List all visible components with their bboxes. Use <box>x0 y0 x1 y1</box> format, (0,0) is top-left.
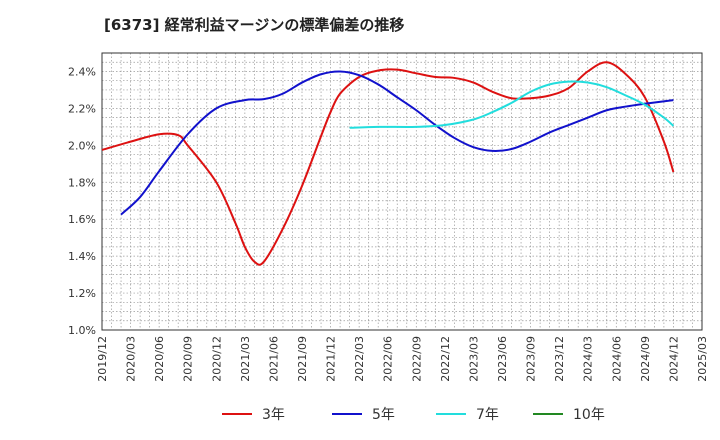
legend-label: 3年 <box>262 407 285 423</box>
x-tick-label: 2023/09 <box>525 336 538 382</box>
x-tick-label: 2025/03 <box>696 336 709 382</box>
x-tick-label: 2022/12 <box>439 336 452 382</box>
legend-label: 5年 <box>372 407 395 423</box>
legend-label: 10年 <box>573 407 605 423</box>
plot-area <box>102 53 702 330</box>
legend-label: 7年 <box>476 407 499 423</box>
x-tick-label: 2020/12 <box>210 336 223 382</box>
x-tick-label: 2023/06 <box>496 336 509 382</box>
x-tick-label: 2024/06 <box>610 336 623 382</box>
x-tick-label: 2019/12 <box>96 336 109 382</box>
x-tick-label: 2022/03 <box>353 336 366 382</box>
x-tick-label: 2024/09 <box>639 336 652 382</box>
y-tick-label: 1.8% <box>68 176 96 189</box>
x-tick-label: 2024/03 <box>582 336 595 382</box>
x-tick-label: 2021/09 <box>296 336 309 382</box>
x-tick-label: 2024/12 <box>667 336 680 382</box>
chart-title: [6373] 経常利益マージンの標準偏差の推移 <box>104 16 405 34</box>
y-tick-label: 1.0% <box>68 324 96 337</box>
y-tick-label: 2.4% <box>68 65 96 78</box>
x-tick-label: 2020/03 <box>125 336 138 382</box>
x-tick-label: 2023/03 <box>467 336 480 382</box>
x-tick-label: 2022/06 <box>382 336 395 382</box>
x-tick-label: 2021/12 <box>325 336 338 382</box>
series-line-5年 <box>120 70 674 216</box>
x-tick-label: 2020/09 <box>182 336 195 382</box>
x-tick-label: 2020/06 <box>153 336 166 382</box>
x-tick-label: 2023/12 <box>553 336 566 382</box>
x-tick-label: 2021/03 <box>239 336 252 382</box>
y-tick-label: 2.0% <box>68 139 96 152</box>
y-tick-label: 1.2% <box>68 287 96 300</box>
plot-frame <box>101 52 703 331</box>
x-tick-label: 2021/06 <box>267 336 280 382</box>
y-tick-label: 1.6% <box>68 213 96 226</box>
y-tick-label: 2.2% <box>68 102 96 115</box>
series-line-3年 <box>101 61 675 266</box>
y-tick-label: 1.4% <box>68 250 96 263</box>
x-tick-label: 2022/09 <box>410 336 423 382</box>
series-line-7年 <box>349 80 675 129</box>
